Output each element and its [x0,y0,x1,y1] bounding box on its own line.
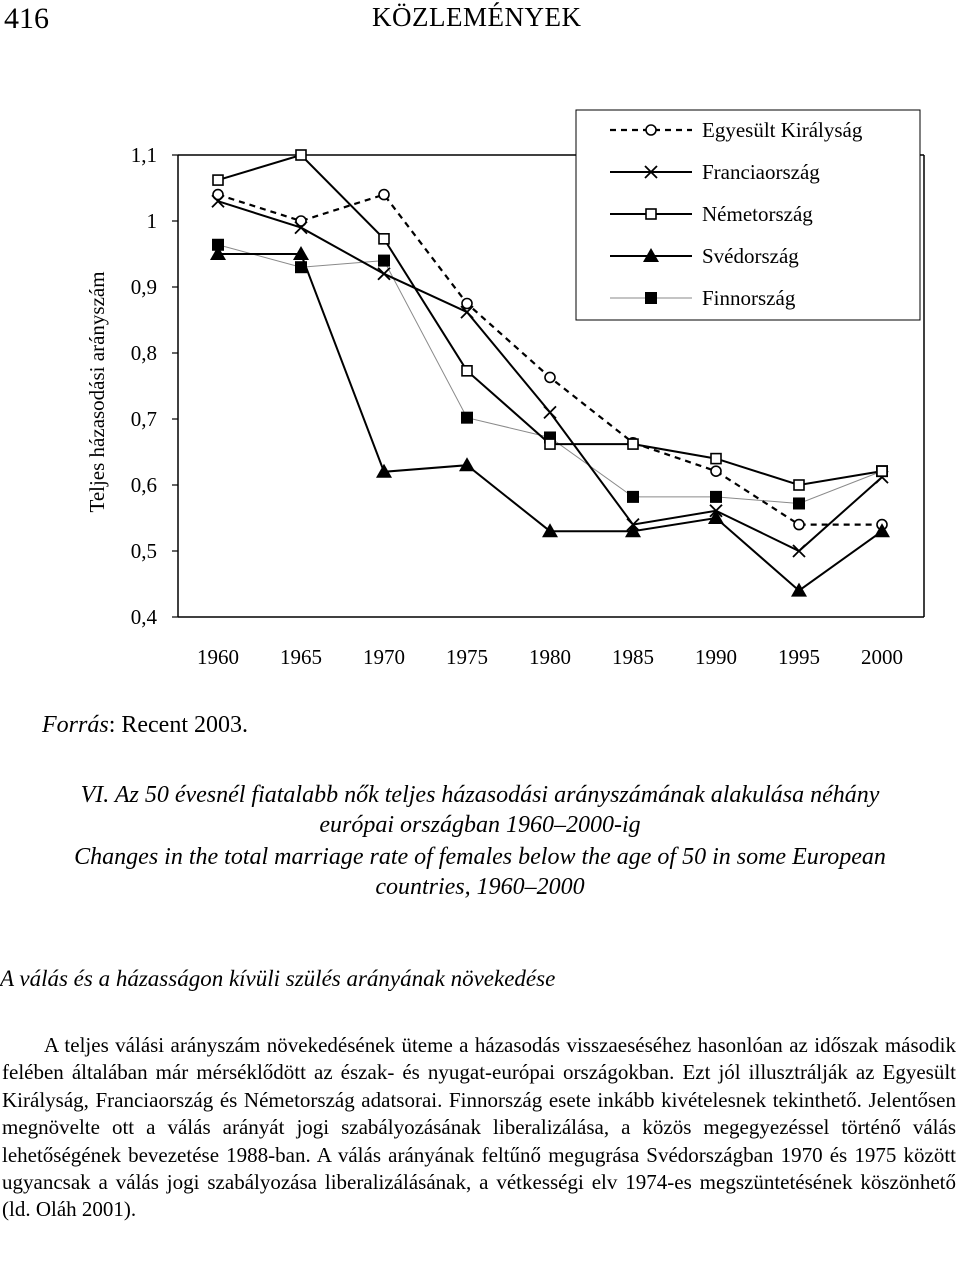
series-2-point [793,479,805,491]
page-number: 416 [4,2,49,35]
series-0-point [212,188,224,201]
series-4-point [461,411,473,424]
series-3-point [708,510,724,524]
series-1-point [211,194,225,208]
legend-marker [643,248,659,262]
series-2-point [627,438,639,450]
section-heading: A válás és a házasságon kívüli szülés ar… [0,966,556,991]
series-2-group [212,149,888,491]
y-tick-label: 1 [147,209,158,233]
legend-marker [645,124,657,136]
y-tick-label: 0,4 [131,605,158,629]
series-3-point [376,463,392,478]
y-tick-label: 0,6 [131,473,157,497]
x-tick-label: 1980 [529,645,571,669]
series-2-point [378,233,390,245]
x-tick-label: 1985 [612,645,654,669]
series-3-group [210,246,890,597]
series-1-point [460,305,474,319]
caption-hu-line2: európai országban 1960–2000-ig [319,812,641,838]
series-0-point [710,465,722,477]
series-3-point [459,457,475,472]
series-4-point [378,254,390,267]
series-2-point [212,174,224,186]
caption-en-line1: Changes in the total marriage rate of fe… [74,844,886,870]
y-tick-label: 0,7 [131,407,157,431]
series-2-point [461,365,473,377]
x-tick-label: 1990 [695,645,737,669]
x-tick-label: 1960 [197,645,239,669]
running-head: KÖZLEMÉNYEK [372,2,582,32]
legend-marker [645,292,657,304]
x-tick-label: 1970 [363,645,405,669]
series-4-point [710,490,722,503]
series-3-point [791,582,807,597]
series-2-point [710,452,722,465]
body-text: A teljes válási arányszám növekedésének … [2,1032,956,1224]
legend-label: Egyesült Királyság [702,118,863,142]
series-3-point [542,523,558,538]
series-0-point [378,188,390,201]
legend-marker [645,208,657,220]
y-tick-label: 0,8 [131,341,157,365]
series-1-point [377,267,391,281]
y-axis-label: Teljes házasodási arányszám [85,271,109,512]
series-4-point [212,238,224,251]
series-1-point [792,544,806,558]
x-tick-label: 1995 [778,645,820,669]
legend-label: Franciaország [702,160,820,184]
y-tick-label: 0,5 [131,539,157,563]
source-note: Forrás: Recent 2003. [42,712,248,739]
x-tick-label: 1975 [446,645,488,669]
series-2-point [295,149,307,161]
legend-label: Finnország [702,286,796,310]
y-tick-label: 0,9 [131,275,157,299]
series-2-point [876,465,888,477]
series-0-point [793,518,805,531]
series-4-point [627,490,639,503]
legend-marker [644,165,658,179]
legend-label: Svédország [702,244,799,268]
x-tick-label: 1965 [280,645,322,669]
series-3-point [874,523,890,538]
source-text: : Recent 2003. [108,712,248,738]
series-2-point [544,438,556,450]
legend-label: Németország [702,202,813,226]
series-0-point [461,297,473,310]
caption-en-line2: countries, 1960–2000 [375,874,585,900]
series-4-group [212,238,888,510]
y-tick-label: 1,1 [131,143,157,167]
legend: Egyesült Királyság Franciaország Németorsz… [575,109,921,321]
x-tick-label: 2000 [861,645,903,669]
marriage-rate-chart: 0,4 0,5 0,6 0,7 0,8 0,9 1 1,1 1960 1965 1970 1975 19… [85,109,925,669]
series-4-point [793,497,805,510]
body-paragraph: A teljes válási arányszám növekedésének … [2,1033,956,1222]
series-0-point [295,215,307,227]
series-0-point [544,371,556,384]
source-label: Forrás [42,712,109,738]
series-3-point [625,523,641,538]
caption-hu-line1: VI. Az 50 évesnél fiatalabb nők teljes h… [80,782,880,808]
series-3-point [210,246,226,260]
series-3-point [293,246,309,260]
series-1-point [543,405,557,420]
series-1-point [294,220,308,235]
